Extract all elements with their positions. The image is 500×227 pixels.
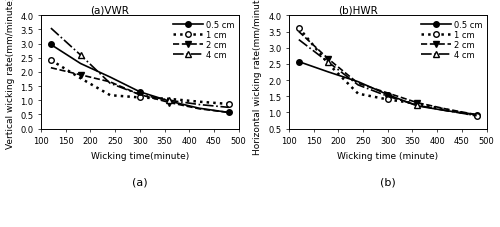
0.5 cm	[384, 94, 390, 96]
0.5 cm	[196, 107, 202, 110]
Line: 4 cm: 4 cm	[48, 26, 232, 111]
0.5 cm	[78, 63, 84, 66]
4 cm	[166, 99, 172, 102]
2 cm	[78, 74, 84, 77]
0.5 cm	[137, 91, 143, 94]
4 cm	[226, 106, 232, 109]
2 cm	[414, 102, 420, 105]
Legend: 0.5 cm, 1 cm, 2 cm, 4 cm: 0.5 cm, 1 cm, 2 cm, 4 cm	[172, 19, 236, 62]
2 cm	[444, 108, 450, 111]
1 cm	[78, 77, 84, 80]
1 cm	[355, 93, 361, 96]
2 cm	[48, 67, 54, 70]
4 cm	[474, 115, 480, 118]
Line: 2 cm: 2 cm	[48, 66, 232, 116]
4 cm	[107, 83, 113, 85]
0.5 cm	[48, 44, 54, 47]
1 cm	[326, 63, 332, 66]
X-axis label: Wicking time (minute): Wicking time (minute)	[337, 151, 438, 160]
4 cm	[326, 62, 332, 64]
4 cm	[78, 54, 84, 57]
0.5 cm	[414, 105, 420, 108]
2 cm	[107, 81, 113, 84]
1 cm	[414, 103, 420, 106]
1 cm	[48, 59, 54, 62]
1 cm	[196, 101, 202, 104]
4 cm	[196, 104, 202, 106]
Legend: 0.5 cm, 1 cm, 2 cm, 4 cm: 0.5 cm, 1 cm, 2 cm, 4 cm	[420, 19, 484, 62]
Text: (b)HWR: (b)HWR	[338, 5, 378, 15]
4 cm	[137, 94, 143, 96]
0.5 cm	[226, 112, 232, 114]
2 cm	[196, 108, 202, 111]
Y-axis label: Vertical wicking rate(mm/minute): Vertical wicking rate(mm/minute)	[6, 0, 15, 148]
2 cm	[226, 112, 232, 114]
1 cm	[474, 115, 480, 118]
4 cm	[48, 28, 54, 30]
4 cm	[414, 104, 420, 107]
1 cm	[296, 27, 302, 30]
2 cm	[137, 94, 143, 96]
4 cm	[355, 84, 361, 87]
0.5 cm	[107, 76, 113, 79]
Line: 4 cm: 4 cm	[296, 38, 480, 119]
Line: 0.5 cm: 0.5 cm	[296, 59, 480, 118]
1 cm	[444, 109, 450, 112]
0.5 cm	[326, 71, 332, 74]
X-axis label: Wicking time(minute): Wicking time(minute)	[90, 151, 189, 160]
1 cm	[166, 98, 172, 101]
2 cm	[384, 92, 390, 95]
1 cm	[137, 97, 143, 99]
0.5 cm	[166, 100, 172, 103]
0.5 cm	[355, 81, 361, 84]
1 cm	[384, 99, 390, 101]
0.5 cm	[296, 61, 302, 64]
Text: (a): (a)	[132, 176, 148, 186]
1 cm	[107, 94, 113, 97]
1 cm	[226, 103, 232, 106]
Line: 2 cm: 2 cm	[296, 30, 480, 118]
0.5 cm	[444, 110, 450, 113]
2 cm	[474, 114, 480, 116]
0.5 cm	[474, 114, 480, 116]
4 cm	[444, 110, 450, 113]
2 cm	[296, 31, 302, 34]
Line: 1 cm: 1 cm	[296, 26, 480, 119]
Text: (a)VWR: (a)VWR	[90, 5, 130, 15]
2 cm	[166, 102, 172, 104]
Line: 0.5 cm: 0.5 cm	[48, 42, 232, 116]
Text: (b): (b)	[380, 176, 396, 186]
2 cm	[355, 83, 361, 85]
4 cm	[296, 39, 302, 42]
Line: 1 cm: 1 cm	[48, 58, 232, 107]
2 cm	[326, 58, 332, 61]
Y-axis label: Horizontal wicking rate(mm/minute): Horizontal wicking rate(mm/minute)	[254, 0, 262, 155]
4 cm	[384, 95, 390, 98]
